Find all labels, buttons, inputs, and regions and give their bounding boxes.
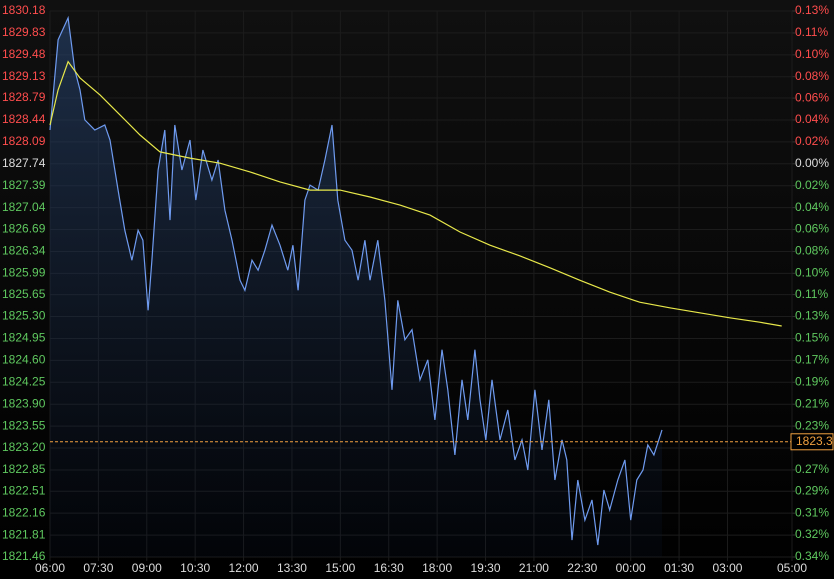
y2-tick-label: 0.10%	[795, 265, 829, 279]
y-tick-label: 1821.81	[2, 527, 46, 541]
y2-tick-label: 0.17%	[795, 353, 829, 367]
y-tick-label: 1823.55	[2, 418, 46, 432]
y-tick-label: 1822.51	[2, 483, 46, 497]
x-tick-label: 15:00	[325, 561, 355, 575]
y2-tick-label: 0.13%	[795, 3, 829, 17]
y2-tick-label: 0.04%	[795, 200, 829, 214]
y-tick-label: 1826.69	[2, 222, 46, 236]
y-tick-label: 1829.13	[2, 69, 46, 83]
y-tick-label: 1824.60	[2, 353, 46, 367]
y2-tick-label: 0.27%	[795, 462, 829, 476]
y-tick-label: 1825.30	[2, 309, 46, 323]
y-tick-label: 1828.79	[2, 90, 46, 104]
x-tick-label: 06:00	[35, 561, 65, 575]
x-tick-label: 12:00	[229, 561, 259, 575]
y-tick-label: 1822.16	[2, 505, 46, 519]
y2-tick-label: 0.19%	[795, 374, 829, 388]
y2-tick-label: 0.11%	[795, 25, 828, 39]
y-tick-label: 1826.34	[2, 244, 46, 258]
y2-tick-label: 0.34%	[795, 549, 829, 563]
y2-tick-label: 0.11%	[795, 287, 828, 301]
y-tick-label: 1823.20	[2, 440, 46, 454]
last-price-box	[790, 433, 834, 451]
last-price-label: 1823.3	[796, 434, 833, 448]
x-tick-label: 10:30	[180, 561, 210, 575]
y2-tick-label: 0.23%	[795, 418, 829, 432]
series-line	[49, 15, 663, 546]
x-tick-label: 18:00	[422, 561, 452, 575]
y2-tick-label: 0.06%	[795, 90, 829, 104]
x-tick-label: 21:00	[519, 561, 549, 575]
y-tick-label: 1823.90	[2, 396, 46, 410]
y-tick-label: 1827.74	[2, 156, 46, 170]
x-tick-label: 16:30	[374, 561, 404, 575]
y2-tick-label: 0.08%	[795, 244, 829, 258]
x-tick-label: 05:00	[777, 561, 807, 575]
series-line	[49, 60, 782, 327]
y-tick-label: 1827.04	[2, 200, 46, 214]
x-tick-label: 03:00	[712, 561, 742, 575]
y2-tick-label: 0.08%	[795, 69, 829, 83]
y-tick-label: 1828.09	[2, 134, 46, 148]
y-tick-label: 1822.85	[2, 462, 46, 476]
y2-tick-label: 0.21%	[795, 396, 829, 410]
y-tick-label: 1825.99	[2, 266, 46, 280]
y-tick-label: 1829.83	[2, 25, 46, 39]
y2-tick-label: 0.15%	[795, 331, 829, 345]
y-tick-label: 1828.44	[2, 112, 46, 126]
y-tick-label: 1830.18	[2, 3, 46, 17]
y2-tick-label: 0.31%	[795, 505, 829, 519]
x-tick-label: 13:30	[277, 561, 307, 575]
y2-tick-label: 0.13%	[795, 309, 829, 323]
y2-tick-label: 0.02%	[795, 178, 829, 192]
y-tick-label: 1827.39	[2, 178, 46, 192]
y2-tick-label: 0.04%	[795, 112, 829, 126]
y2-tick-label: 0.06%	[795, 222, 829, 236]
x-tick-label: 22:30	[567, 561, 597, 575]
x-tick-label: 19:30	[471, 561, 501, 575]
y2-tick-label: 0.29%	[795, 483, 829, 497]
y-tick-label: 1824.25	[2, 374, 46, 388]
y-tick-label: 1825.65	[2, 287, 46, 301]
x-tick-label: 01:30	[664, 561, 694, 575]
x-tick-label: 07:30	[83, 561, 113, 575]
y-tick-label: 1821.46	[2, 549, 46, 563]
y-tick-label: 1824.95	[2, 331, 46, 345]
y2-tick-label: 0.32%	[795, 527, 829, 541]
x-tick-label: 00:00	[616, 561, 646, 575]
y-tick-label: 1829.48	[2, 47, 46, 61]
y2-tick-label: 0.10%	[795, 47, 829, 61]
x-tick-label: 09:00	[132, 561, 162, 575]
y2-tick-label: 0.00%	[795, 156, 829, 170]
y2-tick-label: 0.02%	[795, 134, 829, 148]
